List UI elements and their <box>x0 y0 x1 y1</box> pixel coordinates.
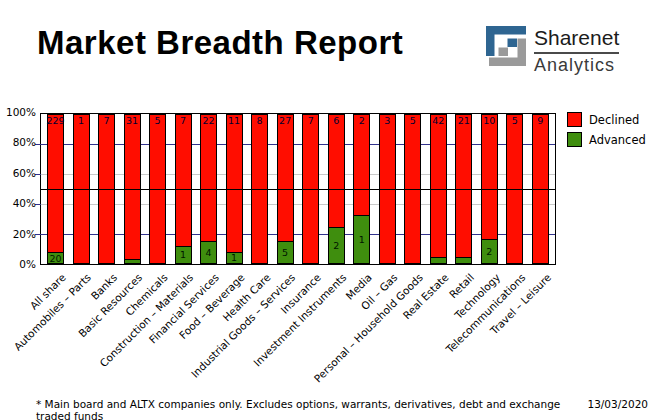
declined-count-label: 42 <box>432 115 444 127</box>
legend-item-declined: Declined <box>567 112 646 127</box>
advanced-count-label: 4 <box>206 247 212 258</box>
market-breadth-report-page: Market Breadth Report Sharenet Analytics… <box>0 0 655 420</box>
advanced-segment: 5 <box>277 241 294 264</box>
advanced-count-label: 2 <box>486 246 492 257</box>
declined-count-label: 9 <box>537 115 543 127</box>
advanced-count-label: 1 <box>359 234 365 245</box>
page-title: Market Breadth Report <box>37 24 403 62</box>
advanced-segment <box>430 257 447 264</box>
declined-count-label: 11 <box>228 115 240 127</box>
advanced-segment <box>455 257 472 264</box>
footer: * Main board and ALTX companies only. Ex… <box>36 398 648 420</box>
legend-label: Advanced <box>589 133 646 147</box>
advanced-segment <box>124 259 141 264</box>
fifty-percent-reference-line <box>41 189 555 190</box>
advanced-segment: 4 <box>200 241 217 264</box>
declined-count-label: 229 <box>46 115 64 127</box>
declined-count-label: 31 <box>126 115 138 127</box>
declined-count-label: 7 <box>308 115 314 127</box>
report-date: 13/03/2020 <box>587 398 648 420</box>
y-axis-label-40: 40% <box>0 197 36 209</box>
chart-legend: Declined Advanced <box>567 112 646 152</box>
advanced-segment: 2 <box>481 239 498 264</box>
advanced-segment: 2 <box>328 227 345 264</box>
declined-swatch-icon <box>567 112 582 127</box>
y-axis-label-60: 60% <box>0 167 36 179</box>
y-axis-label-100: 100% <box>0 106 36 118</box>
declined-count-label: 2 <box>359 115 365 127</box>
logo-subtitle: Analytics <box>534 55 619 76</box>
sharenet-s-logo-icon <box>486 26 526 66</box>
declined-count-label: 22 <box>203 115 215 127</box>
declined-count-label: 3 <box>384 115 390 127</box>
footnote: * Main board and ALTX companies only. Ex… <box>36 398 587 420</box>
y-axis-label-80: 80% <box>0 136 36 148</box>
advanced-segment: 1 <box>353 215 370 264</box>
logo-text: Sharenet Analytics <box>534 26 619 76</box>
advanced-count-label: 5 <box>282 247 288 258</box>
advanced-segment: 1 <box>226 252 243 264</box>
declined-count-label: 7 <box>104 115 110 127</box>
declined-count-label: 1 <box>78 115 84 127</box>
advanced-count-label: 2 <box>333 240 339 251</box>
advanced-count-label: 20 <box>49 253 61 264</box>
declined-count-label: 5 <box>512 115 518 127</box>
declined-count-label: 27 <box>279 115 291 127</box>
legend-label: Declined <box>589 113 639 127</box>
advanced-count-label: 1 <box>231 252 237 263</box>
declined-count-label: 21 <box>458 115 470 127</box>
advanced-count-label: 1 <box>180 249 186 260</box>
logo-name: Sharenet <box>534 26 619 54</box>
sharenet-logo: Sharenet Analytics <box>486 26 619 76</box>
declined-count-label: 6 <box>333 115 339 127</box>
legend-item-advanced: Advanced <box>567 132 646 147</box>
advanced-swatch-icon <box>567 132 582 147</box>
advanced-segment: 1 <box>175 246 192 265</box>
advanced-segment: 20 <box>47 252 64 264</box>
y-axis-label-0: 0% <box>0 258 36 270</box>
declined-count-label: 10 <box>483 115 495 127</box>
declined-count-label: 5 <box>410 115 416 127</box>
declined-count-label: 7 <box>180 115 186 127</box>
y-axis-label-20: 20% <box>0 228 36 240</box>
declined-count-label: 8 <box>257 115 263 127</box>
chart-plot-area: 22920173157122411182757622135422110259 <box>40 113 556 265</box>
declined-count-label: 5 <box>155 115 161 127</box>
